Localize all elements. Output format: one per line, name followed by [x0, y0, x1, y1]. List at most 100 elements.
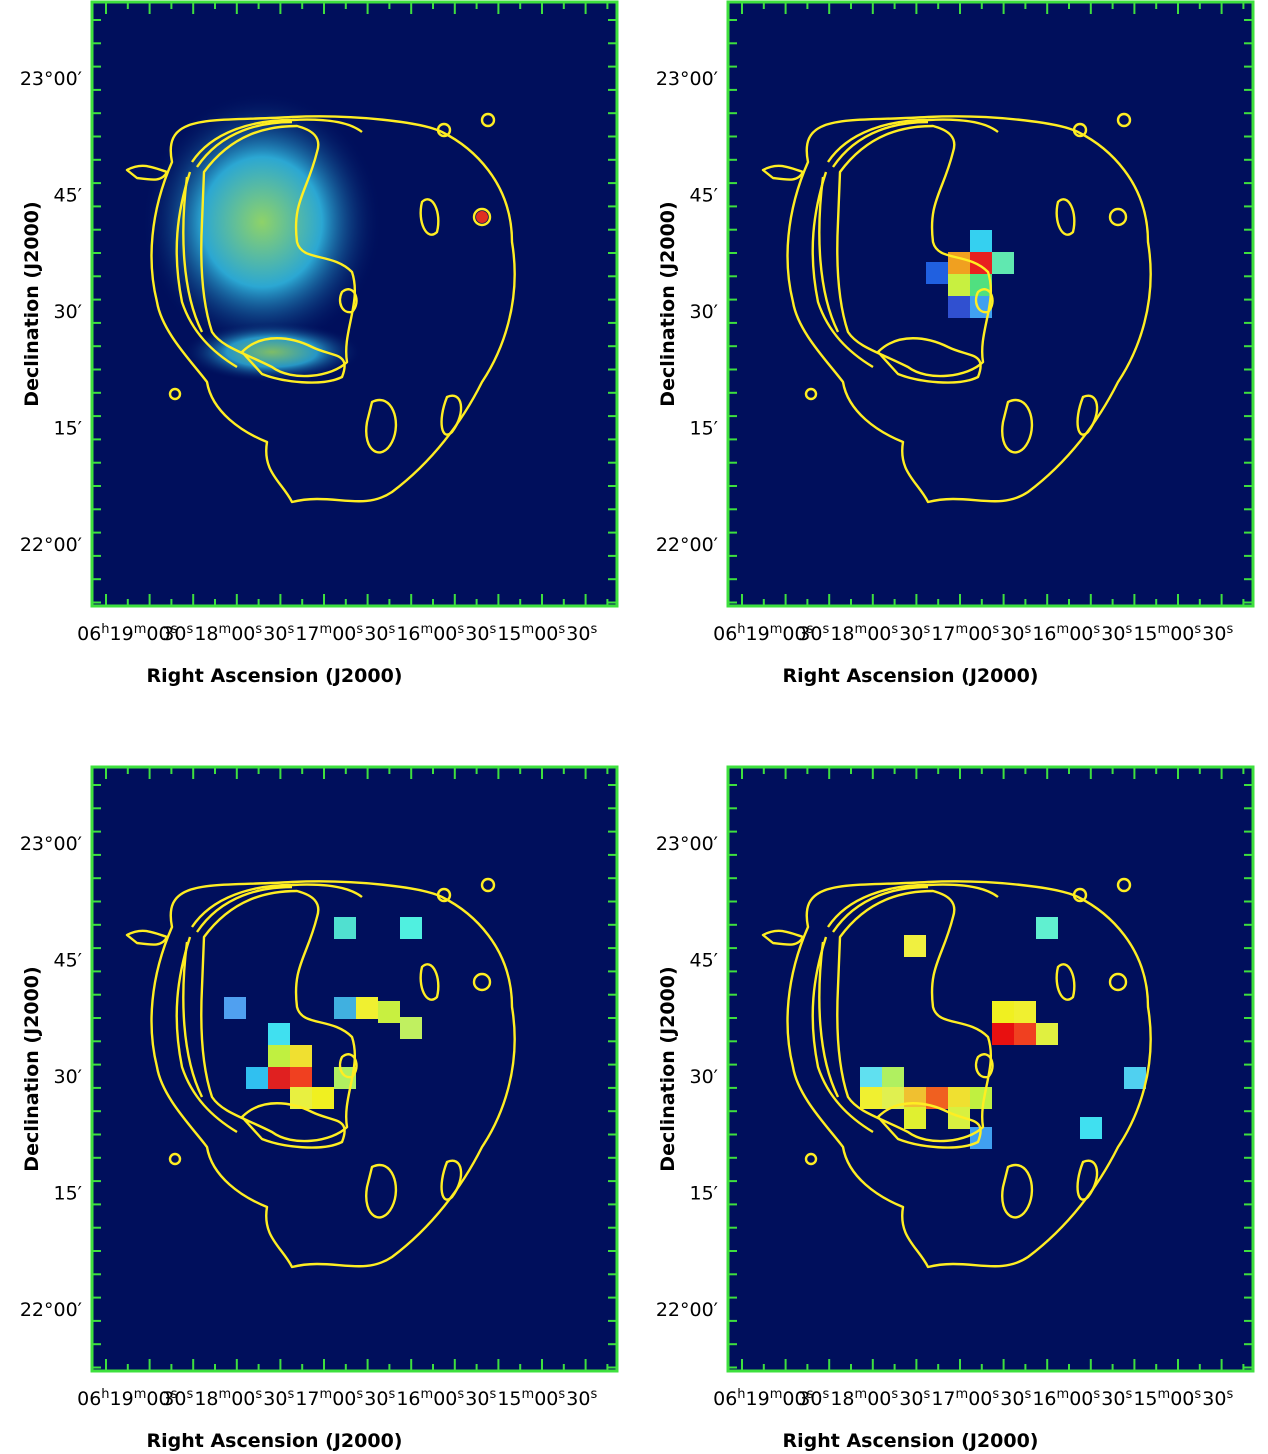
y-tick-label: 23°00′ — [656, 68, 718, 90]
x-tick-label: 30s — [566, 622, 597, 646]
figure: 06h19m00s30s18m00s30s17m00s30s16m00s30s1… — [0, 0, 1268, 1454]
pixel — [904, 935, 926, 957]
x-tick-label: 30s — [798, 1387, 829, 1411]
x-tick-label: 30s — [465, 1387, 496, 1411]
pixel — [334, 997, 356, 1019]
x-tick-label: 30s — [1000, 1387, 1031, 1411]
point-source — [476, 211, 488, 223]
y-tick-label: 22°00′ — [656, 1299, 718, 1321]
pixel — [1036, 1023, 1058, 1045]
emission — [182, 322, 362, 382]
pixel — [1014, 1023, 1036, 1045]
x-tick-label: 17m00s — [295, 1387, 363, 1411]
y-tick-label: 22°00′ — [20, 534, 82, 556]
body: 06h19m00s30s18m00s30s17m00s30s16m00s30s1… — [0, 0, 1268, 1454]
y-tick-label: 23°00′ — [656, 833, 718, 855]
pixel — [860, 1067, 882, 1089]
y-tick-label: 15′ — [690, 1183, 719, 1205]
y-tick-label: 22°00′ — [656, 534, 718, 556]
x-tick-label: 16m00s — [1032, 622, 1100, 646]
pixel — [334, 917, 356, 939]
x-tick-label: 15m00s — [497, 622, 565, 646]
x-tick-label: 30s — [798, 622, 829, 646]
pixel — [948, 296, 970, 318]
x-tick-label: 18m00s — [830, 622, 898, 646]
pixel — [926, 262, 948, 284]
pixel — [268, 1067, 290, 1089]
x-tick-label: 30s — [162, 622, 193, 646]
pixel — [268, 1023, 290, 1045]
x-tick-label: 18m00s — [194, 622, 262, 646]
y-tick-label: 30′ — [54, 301, 83, 323]
x-tick-label: 30s — [364, 622, 395, 646]
x-tick-label: 30s — [162, 1387, 193, 1411]
pixel — [882, 1067, 904, 1089]
x-tick-label: 18m00s — [830, 1387, 898, 1411]
pixel — [268, 1045, 290, 1067]
pixel — [904, 1087, 926, 1109]
pixel — [1124, 1067, 1146, 1089]
x-tick-label: 15m00s — [1133, 1387, 1201, 1411]
pixel — [992, 252, 1014, 274]
x-tick-label: 30s — [1202, 1387, 1233, 1411]
pixel — [1036, 917, 1058, 939]
pixel — [400, 1017, 422, 1039]
page: Sky maps {"axes": { "xlabel": "Right Asc… — [0, 0, 1268, 1454]
pixel — [948, 274, 970, 296]
pixel — [1080, 1117, 1102, 1139]
pixel — [992, 1023, 1014, 1045]
x-tick-label: 17m00s — [295, 622, 363, 646]
y-tick-label: 22°00′ — [20, 1299, 82, 1321]
y-tick-label: 45′ — [690, 950, 719, 972]
pixel — [378, 1001, 400, 1023]
x-tick-label: 30s — [899, 622, 930, 646]
x-tick-label: 16m00s — [1032, 1387, 1100, 1411]
x-tick-label: 15m00s — [497, 1387, 565, 1411]
pixel — [290, 1067, 312, 1089]
x-axis-title: Right Ascension (J2000) — [783, 1430, 1039, 1452]
y-tick-label: 45′ — [690, 185, 719, 207]
x-axis-title: Right Ascension (J2000) — [783, 665, 1039, 687]
y-tick-label: 30′ — [54, 1066, 83, 1088]
y-tick-label: 23°00′ — [20, 833, 82, 855]
y-tick-label: 45′ — [54, 950, 83, 972]
y-axis-title: Declination (J2000) — [657, 201, 679, 406]
x-tick-label: 18m00s — [194, 1387, 262, 1411]
pixel — [1014, 1001, 1036, 1023]
x-tick-label: 30s — [899, 1387, 930, 1411]
pixel — [246, 1067, 268, 1089]
pixel — [224, 997, 246, 1019]
x-tick-label: 17m00s — [931, 1387, 999, 1411]
pixel — [970, 1087, 992, 1109]
y-tick-label: 30′ — [690, 1066, 719, 1088]
panel: 06h19m00s30s18m00s30s17m00s30s16m00s30s1… — [20, 2, 617, 687]
y-axis-title: Declination (J2000) — [21, 966, 43, 1171]
x-tick-label: 30s — [1000, 622, 1031, 646]
pixel — [860, 1087, 882, 1109]
y-tick-label: 23°00′ — [20, 68, 82, 90]
y-tick-label: 15′ — [54, 418, 83, 440]
pixel — [970, 230, 992, 252]
pixel — [992, 1001, 1014, 1023]
pixel — [312, 1087, 334, 1109]
y-tick-label: 45′ — [54, 185, 83, 207]
x-axis-title: Right Ascension (J2000) — [147, 1430, 403, 1452]
pixel — [356, 997, 378, 1019]
x-tick-label: 30s — [364, 1387, 395, 1411]
y-axis-title: Declination (J2000) — [657, 966, 679, 1171]
x-tick-label: 30s — [465, 622, 496, 646]
x-tick-label: 17m00s — [931, 622, 999, 646]
y-tick-label: 30′ — [690, 301, 719, 323]
pixel — [400, 917, 422, 939]
x-tick-label: 16m00s — [396, 622, 464, 646]
x-tick-label: 30s — [566, 1387, 597, 1411]
x-tick-label: 30s — [263, 1387, 294, 1411]
y-axis-title: Declination (J2000) — [21, 201, 43, 406]
x-tick-label: 30s — [1202, 622, 1233, 646]
y-tick-label: 15′ — [54, 1183, 83, 1205]
x-tick-label: 30s — [1101, 1387, 1132, 1411]
pixel — [948, 1087, 970, 1109]
